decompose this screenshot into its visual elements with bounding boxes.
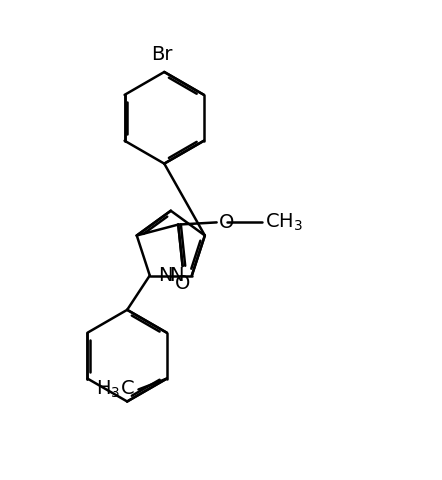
- Text: CH$_3$: CH$_3$: [265, 212, 303, 233]
- Text: H$_3$C: H$_3$C: [96, 379, 135, 400]
- Text: O: O: [219, 213, 234, 232]
- Text: N: N: [169, 266, 184, 285]
- Text: N: N: [158, 266, 172, 285]
- Text: Br: Br: [151, 45, 173, 64]
- Text: O: O: [175, 274, 191, 293]
